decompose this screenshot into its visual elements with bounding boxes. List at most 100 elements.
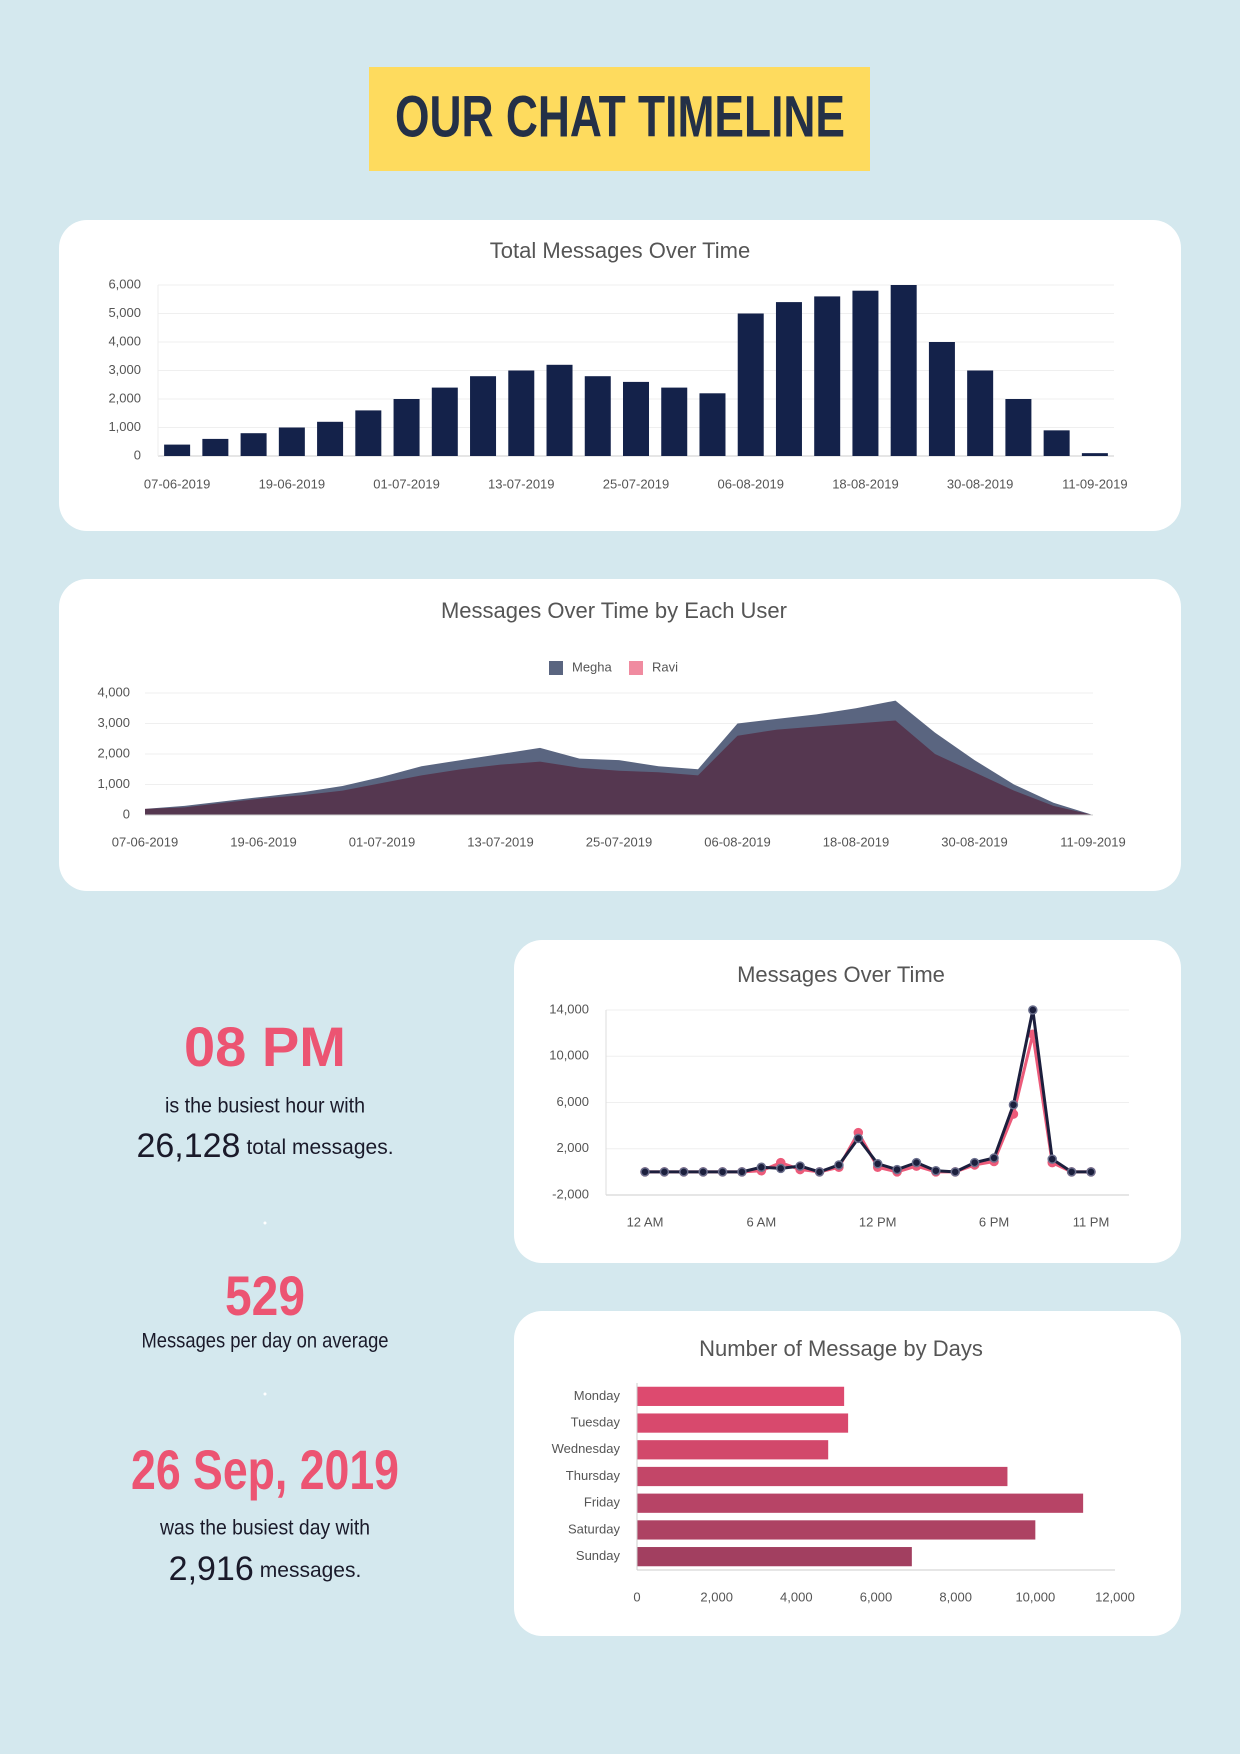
- bar: [1043, 430, 1070, 456]
- point: [698, 1167, 708, 1177]
- x-tick-label: 12 AM: [627, 1214, 664, 1229]
- y-tick-label: Monday: [574, 1388, 621, 1403]
- y-tick-label: -2,000: [552, 1186, 589, 1201]
- bar: [637, 1413, 849, 1433]
- chart-title: Messages Over Time by Each User: [441, 598, 787, 623]
- bar: [661, 387, 688, 456]
- bar: [637, 1547, 912, 1567]
- bar: [928, 342, 955, 456]
- bar: [317, 421, 344, 456]
- y-tick-label: Tuesday: [571, 1415, 621, 1430]
- card: [514, 940, 1181, 1263]
- stat-headline: 529: [225, 1264, 305, 1327]
- bar: [967, 370, 994, 456]
- x-tick-label: 07-06-2019: [112, 834, 179, 849]
- x-tick-label: 11-09-2019: [1060, 834, 1126, 849]
- bar: [637, 1520, 1036, 1540]
- point: [717, 1167, 728, 1177]
- x-tick-label: 6 AM: [747, 1214, 777, 1229]
- bar: [470, 376, 497, 456]
- bar: [546, 364, 573, 456]
- bar: [852, 290, 879, 456]
- bar: [355, 410, 382, 456]
- point: [1028, 1005, 1038, 1015]
- legend-label: Ravi: [652, 659, 678, 674]
- legend-swatch: [629, 661, 643, 675]
- x-tick-label: 30-08-2019: [941, 834, 1008, 849]
- legend-swatch: [549, 661, 563, 675]
- y-tick-label: Wednesday: [552, 1441, 621, 1456]
- x-tick-label: 6 PM: [979, 1214, 1009, 1229]
- x-tick-label: 2,000: [700, 1589, 733, 1604]
- point: [1047, 1154, 1057, 1164]
- y-tick-label: Thursday: [566, 1468, 621, 1483]
- y-tick-label: Saturday: [568, 1521, 621, 1536]
- area: [145, 720, 1093, 815]
- bar: [637, 1466, 1008, 1487]
- y-tick-label: 1,000: [108, 419, 141, 434]
- x-tick-label: 25-07-2019: [603, 476, 670, 491]
- bar: [1081, 453, 1108, 456]
- stat-number: 2,916: [169, 1550, 254, 1588]
- bar: [775, 302, 802, 456]
- point: [834, 1160, 844, 1170]
- point: [853, 1133, 864, 1144]
- bar: [240, 433, 267, 456]
- bar: [508, 370, 535, 456]
- point: [1066, 1167, 1077, 1177]
- point: [892, 1164, 902, 1175]
- point: [1086, 1167, 1096, 1177]
- point: [795, 1161, 805, 1171]
- stat-number: 26,128: [136, 1127, 240, 1165]
- bar: [584, 376, 611, 456]
- stat-headline: 08 PM: [184, 1015, 346, 1078]
- bar: [637, 1386, 845, 1406]
- y-tick-label: 0: [123, 806, 130, 821]
- x-tick-label: 6,000: [860, 1589, 893, 1604]
- bar: [164, 444, 191, 456]
- point: [1008, 1100, 1019, 1110]
- bar: [393, 399, 420, 456]
- y-tick-label: 10,000: [549, 1048, 589, 1063]
- y-tick-label: 4,000: [108, 333, 141, 348]
- point: [679, 1167, 689, 1177]
- x-tick-label: 13-07-2019: [488, 476, 555, 491]
- bar: [890, 285, 917, 456]
- y-tick-label: 4,000: [97, 684, 130, 699]
- y-tick-label: 3,000: [97, 715, 130, 730]
- x-tick-label: 19-06-2019: [230, 834, 297, 849]
- stat-text: Messages per day on average: [142, 1330, 389, 1353]
- point: [872, 1159, 883, 1169]
- stat-number-line: 26,128 total messages.: [136, 1127, 393, 1165]
- legend-label: Megha: [572, 659, 613, 674]
- stat-suffix: messages.: [260, 1559, 362, 1582]
- bar: [637, 1493, 1084, 1513]
- stat-text: was the busiest day with: [159, 1517, 370, 1540]
- x-tick-label: 30-08-2019: [947, 476, 1014, 491]
- chart-title: Number of Message by Days: [699, 1336, 983, 1361]
- bar: [814, 296, 841, 456]
- separator-dot: [263, 1392, 267, 1396]
- y-tick-label: 6,000: [108, 276, 141, 291]
- point: [969, 1157, 980, 1168]
- chart-title: Messages Over Time: [737, 962, 945, 987]
- x-tick-label: 12 PM: [859, 1214, 897, 1229]
- bar: [699, 393, 726, 456]
- bar: [278, 427, 305, 456]
- y-tick-label: 1,000: [97, 776, 130, 791]
- x-tick-label: 10,000: [1015, 1589, 1055, 1604]
- y-tick-label: 14,000: [549, 1001, 589, 1016]
- stat-headline: 26 Sep, 2019: [131, 1438, 399, 1501]
- page-title: OUR CHAT TIMELINE: [395, 84, 845, 149]
- y-tick-label: 5,000: [108, 305, 141, 320]
- point: [640, 1167, 650, 1177]
- x-tick-label: 12,000: [1095, 1589, 1135, 1604]
- y-tick-label: 2,000: [108, 390, 141, 405]
- x-tick-label: 01-07-2019: [373, 476, 440, 491]
- x-tick-label: 06-08-2019: [704, 834, 771, 849]
- stat-text: is the busiest hour with: [165, 1095, 365, 1118]
- x-tick-label: 01-07-2019: [349, 834, 416, 849]
- x-tick-label: 8,000: [939, 1589, 972, 1604]
- y-tick-label: Sunday: [576, 1548, 621, 1563]
